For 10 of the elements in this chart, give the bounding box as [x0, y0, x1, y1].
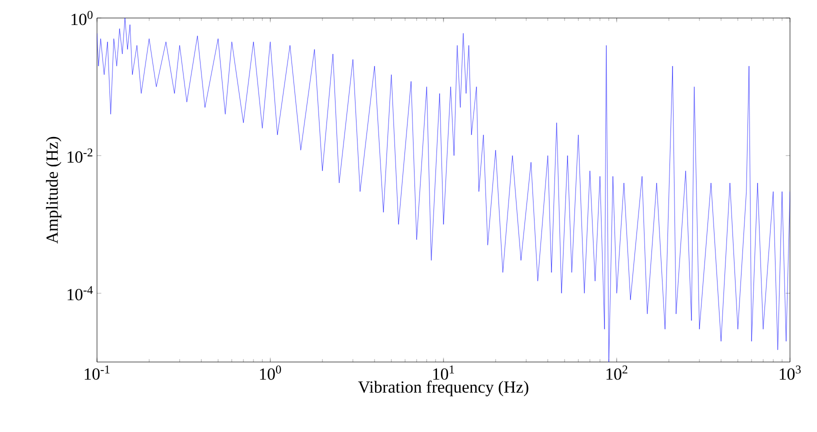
y-tick-label: 10$^{-4}$ [68, 286, 93, 300]
x-tick-label: 10$^{0}$ [260, 366, 281, 380]
y-axis-title: Amplitude (Hz) [46, 136, 62, 244]
x-tick-label: 10$^{2}$ [606, 366, 628, 380]
x-tick-label: 10$^{-1}$ [84, 366, 110, 380]
x-tick-label: 10$^{3}$ [780, 366, 801, 380]
x-axis-title: Vibration frequency (Hz) [358, 380, 528, 396]
y-tick-label: 10$^{-2}$ [68, 148, 92, 163]
y-tick-label: 10$^{0}$ [72, 10, 93, 26]
x-tick-label: 10$^{1}$ [433, 366, 454, 380]
